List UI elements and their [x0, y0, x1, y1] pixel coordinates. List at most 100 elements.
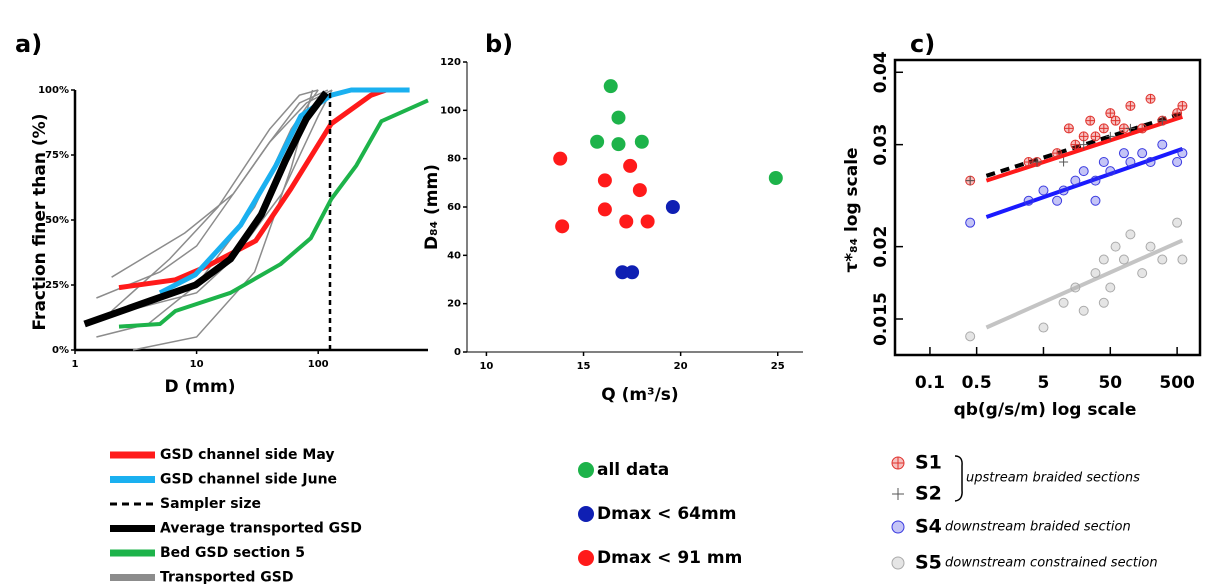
- y-tick-label: 50%: [45, 215, 69, 226]
- legend-label: Average transported GSD: [160, 521, 362, 537]
- point: [1078, 305, 1089, 316]
- y-tick-label: 100: [440, 105, 461, 116]
- point: [1098, 297, 1109, 308]
- point: [555, 219, 570, 234]
- x-axis-label: Q (m³/s): [601, 385, 678, 405]
- y-tick-label: 0.03: [871, 124, 891, 166]
- x-tick-label: 15: [577, 361, 591, 372]
- point: [615, 265, 630, 280]
- legend-label: Sampler size: [160, 496, 261, 512]
- y-tick-label: 0: [454, 347, 461, 358]
- point: [1070, 282, 1081, 293]
- x-axis-label: D (mm): [165, 377, 236, 397]
- x-axis-label: qb(g/s/m) log scale: [954, 400, 1137, 420]
- point: [1079, 140, 1089, 150]
- y-tick-label: 25%: [45, 280, 69, 291]
- panel-title: b): [485, 30, 513, 58]
- y-axis-label: τ*₈₄ log scale: [842, 147, 862, 272]
- point: [632, 183, 647, 198]
- y-tick-label: 0%: [52, 345, 69, 356]
- point: [1023, 156, 1034, 167]
- y-tick-label: 20: [447, 299, 461, 310]
- fit-line: [985, 111, 1184, 178]
- legend-label: Transported GSD: [160, 570, 294, 584]
- gsd-line: [132, 89, 314, 351]
- point: [634, 134, 649, 149]
- point: [1105, 166, 1116, 177]
- point: [1118, 148, 1129, 159]
- point: [1059, 157, 1069, 167]
- point: [590, 134, 605, 149]
- gsd-line: [111, 89, 319, 312]
- point: [1157, 139, 1168, 150]
- point: [611, 137, 626, 152]
- x-tick-label: 20: [674, 361, 688, 372]
- x-tick-label: 1: [72, 359, 79, 370]
- point: [553, 151, 568, 166]
- point: [1105, 131, 1115, 141]
- point: [1137, 148, 1148, 159]
- point: [1157, 254, 1168, 265]
- point: [1118, 254, 1129, 265]
- point: [1078, 166, 1089, 177]
- legend-label: Dmax < 64mm: [597, 504, 736, 524]
- y-tick-label: 80: [447, 154, 461, 165]
- point: [965, 176, 975, 186]
- point: [1098, 156, 1109, 167]
- legend-label: S4: [915, 516, 942, 538]
- point: [1085, 115, 1096, 126]
- y-tick-label: 0.04: [871, 51, 891, 93]
- annotation: downstream braided section: [945, 520, 1131, 535]
- point: [1023, 195, 1034, 206]
- point: [1032, 157, 1042, 167]
- point: [597, 202, 612, 217]
- point: [1038, 185, 1049, 196]
- gsd-line: [111, 89, 329, 278]
- point: [611, 110, 626, 125]
- point: [1052, 195, 1063, 206]
- point: [619, 214, 634, 229]
- point: [1110, 115, 1121, 126]
- point: [1098, 254, 1109, 265]
- y-axis-label: Fraction finer than (%): [30, 114, 50, 331]
- point: [1125, 156, 1136, 167]
- annotation: upstream braided sections: [966, 471, 1140, 486]
- point: [1105, 282, 1116, 293]
- gsd-line: [118, 98, 429, 329]
- y-tick-label: 60: [447, 202, 461, 213]
- annotation: downstream constrained section: [945, 556, 1158, 571]
- point: [1090, 175, 1101, 186]
- gsd-line: [158, 87, 410, 296]
- gsd-line: [96, 89, 333, 320]
- point: [1145, 241, 1156, 252]
- point: [623, 158, 638, 173]
- legend-swatch: [578, 462, 594, 478]
- point: [1125, 100, 1136, 111]
- point: [640, 214, 655, 229]
- point: [1137, 268, 1148, 279]
- point: [965, 331, 976, 342]
- plot-frame: [893, 58, 1202, 357]
- point: [1137, 123, 1148, 134]
- point: [1172, 108, 1183, 119]
- point: [1172, 156, 1183, 167]
- point: [1098, 123, 1109, 134]
- legend-swatch: [578, 550, 594, 566]
- y-tick-label: 0.02: [871, 226, 891, 268]
- legend-label: S1: [915, 452, 942, 474]
- x-tick-label: 25: [771, 361, 785, 372]
- point: [1078, 131, 1089, 142]
- point: [891, 520, 905, 534]
- gsd-line: [83, 90, 329, 328]
- legend-label: Dmax < 91 mm: [597, 548, 742, 568]
- x-tick-label: 0.5: [962, 373, 992, 393]
- legend-label: Bed GSD section 5: [160, 545, 305, 561]
- point: [1052, 148, 1063, 159]
- panel-title: a): [15, 30, 42, 58]
- y-tick-label: 100%: [38, 85, 69, 96]
- point: [1090, 268, 1101, 279]
- point: [1070, 139, 1081, 150]
- point: [625, 265, 640, 280]
- point: [892, 488, 904, 500]
